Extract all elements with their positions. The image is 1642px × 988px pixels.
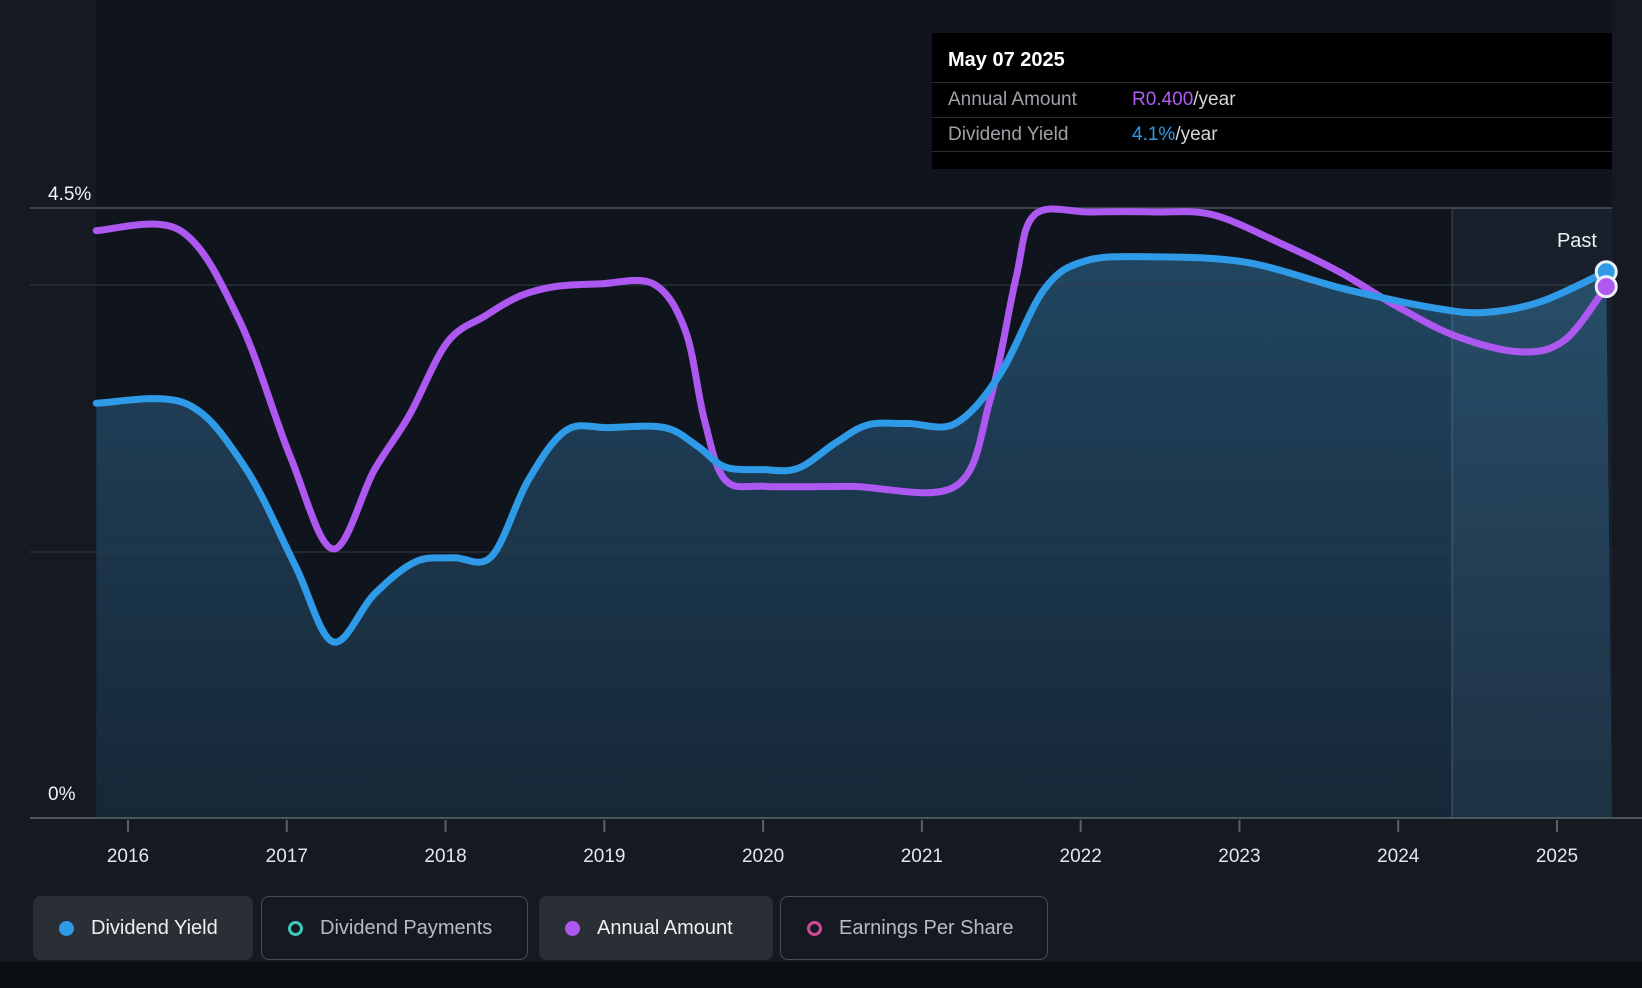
legend-label: Dividend Payments <box>320 916 493 939</box>
y-axis-bottom-label: 0% <box>48 784 76 805</box>
earnings-per-share-ring-icon <box>807 920 822 936</box>
x-axis-label-2024: 2024 <box>1377 846 1420 867</box>
past-region-label: Past <box>1556 230 1597 252</box>
legend-toggle-dividend-payments[interactable]: Dividend Payments <box>261 896 528 960</box>
legend-label: Annual Amount <box>597 916 733 939</box>
legend-label: Dividend Yield <box>91 916 218 939</box>
chart-tooltip: May 07 2025 Annual Amount R0.400 /year D… <box>932 33 1612 169</box>
dividend-yield-dot-icon <box>59 920 74 936</box>
x-axis-label-2022: 2022 <box>1059 846 1102 867</box>
x-axis-label-2018: 2018 <box>424 846 467 867</box>
x-axis-label-2017: 2017 <box>265 846 308 867</box>
tooltip-label: Annual Amount <box>948 89 1077 110</box>
tooltip-date: May 07 2025 <box>948 49 1065 71</box>
x-axis-label-2019: 2019 <box>583 846 626 867</box>
x-axis-label-2023: 2023 <box>1218 846 1261 867</box>
tooltip-value: 4.1% <box>1132 123 1176 145</box>
x-axis-label-2020: 2020 <box>741 846 785 867</box>
legend-toggle-annual-amount[interactable]: Annual Amount <box>539 896 773 960</box>
x-axis-label-2025: 2025 <box>1535 846 1579 867</box>
x-axis-label-2021: 2021 <box>900 846 944 867</box>
legend-toggle-dividend-yield[interactable]: Dividend Yield <box>33 896 253 960</box>
dividend-payments-ring-icon <box>288 920 303 936</box>
legend-toggle-earnings-per-share[interactable]: Earnings Per Share <box>780 896 1048 960</box>
tooltip-label: Dividend Yield <box>948 123 1069 145</box>
tooltip-value-suffix: /year <box>1193 89 1236 110</box>
tooltip-row-dividend-yield: Dividend Yield 4.1% /year <box>932 117 1612 152</box>
legend-label: Earnings Per Share <box>839 916 1014 939</box>
footer-strip <box>0 962 1642 988</box>
y-axis-top-label: 4.5% <box>48 184 92 205</box>
annual-amount-dot-icon <box>565 920 580 936</box>
x-axis-label-2016: 2016 <box>106 846 150 867</box>
tooltip-value-suffix: /year <box>1175 123 1218 145</box>
tooltip-row-annual-amount: Annual Amount R0.400 /year <box>932 82 1612 117</box>
tooltip-value: R0.400 <box>1132 89 1194 110</box>
